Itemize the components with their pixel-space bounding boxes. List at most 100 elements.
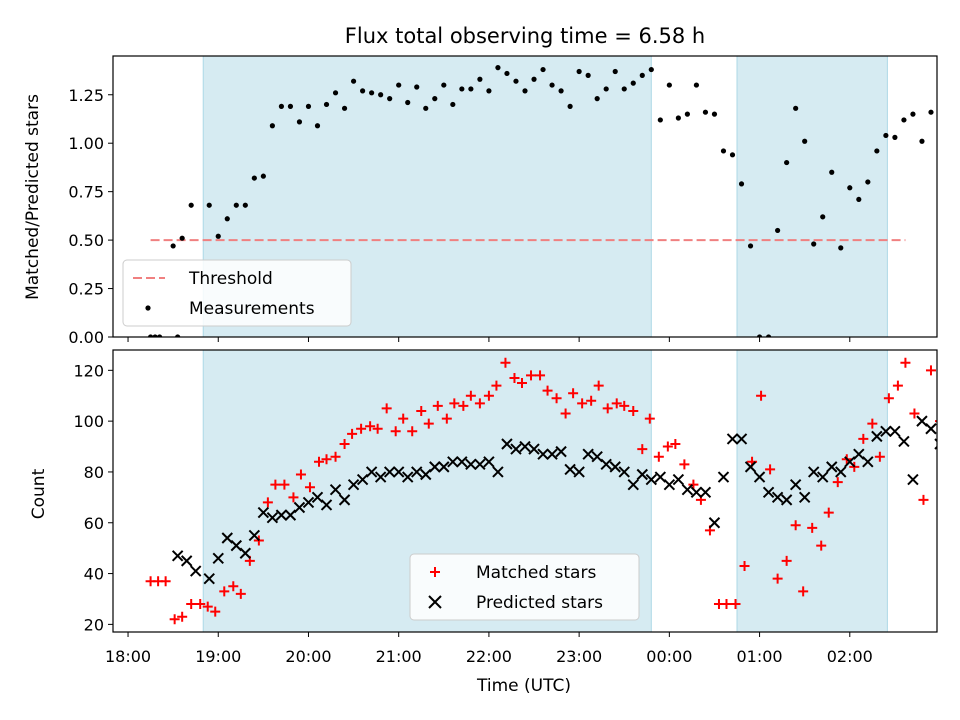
chart-title: Flux total observing time = 6.58 h bbox=[345, 24, 705, 48]
matched-point bbox=[644, 413, 655, 424]
predicted-point bbox=[762, 486, 775, 498]
legend: Threshold Measurements bbox=[122, 259, 352, 327]
matched-point bbox=[832, 477, 843, 488]
matched-point bbox=[295, 469, 306, 480]
matched-point bbox=[347, 428, 358, 439]
measurement-point bbox=[856, 196, 862, 203]
predicted-point bbox=[789, 478, 802, 491]
measurement-point bbox=[432, 96, 438, 102]
predicted-point bbox=[690, 486, 703, 498]
xtick-label: 19:00 bbox=[195, 647, 241, 666]
ytick-label: 1.25 bbox=[68, 86, 104, 105]
measurement-point bbox=[450, 101, 456, 108]
predicted-point bbox=[871, 430, 883, 443]
measurement-point bbox=[928, 109, 934, 115]
measurement-point bbox=[657, 117, 663, 123]
measurement-point bbox=[901, 117, 907, 123]
axes-frame bbox=[112, 55, 938, 338]
predicted-point bbox=[735, 433, 748, 445]
matched-point bbox=[772, 573, 783, 584]
shaded-interval bbox=[736, 349, 888, 633]
measurement-point bbox=[793, 105, 799, 111]
matched-point bbox=[509, 372, 520, 383]
measurement-point bbox=[175, 334, 181, 337]
predicted-point bbox=[546, 448, 558, 460]
measurement-point bbox=[242, 202, 248, 208]
legend-box bbox=[122, 259, 352, 327]
legend-label: Predicted stars bbox=[476, 593, 603, 613]
predicted-point bbox=[699, 486, 712, 498]
xlabel: Time (UTC) bbox=[476, 676, 571, 696]
measurement-point bbox=[693, 82, 700, 88]
predicted-point bbox=[780, 494, 793, 506]
matched-point bbox=[219, 586, 230, 597]
measurement-point bbox=[666, 82, 672, 88]
matched-point bbox=[186, 599, 197, 610]
predicted-point bbox=[636, 468, 648, 481]
predicted-point bbox=[953, 469, 960, 479]
measurement-point bbox=[639, 72, 645, 78]
ytick-label: 1.00 bbox=[68, 134, 104, 153]
measurement-point bbox=[233, 202, 239, 208]
measurement-point bbox=[341, 105, 348, 111]
predicted-point bbox=[465, 458, 477, 471]
matched-point bbox=[407, 426, 418, 437]
predicted-point bbox=[474, 458, 486, 471]
matched-point bbox=[169, 614, 180, 625]
predicted-point bbox=[320, 499, 333, 511]
predicted-point bbox=[672, 473, 685, 486]
measurement-point bbox=[847, 185, 853, 191]
predicted-point bbox=[257, 506, 270, 519]
matched-point bbox=[781, 555, 792, 566]
predicted-point bbox=[510, 443, 522, 455]
measurement-point bbox=[630, 80, 636, 86]
measurement-point bbox=[756, 334, 763, 337]
measurement-point bbox=[468, 86, 474, 92]
axes-frame bbox=[112, 349, 938, 633]
matched-point bbox=[586, 395, 597, 406]
predicted-point bbox=[411, 466, 423, 478]
matched-point bbox=[304, 482, 315, 493]
matched-point bbox=[798, 586, 809, 597]
matched-point bbox=[516, 378, 527, 389]
legend-label: Threshold bbox=[188, 269, 273, 289]
xtick-label: 01:00 bbox=[737, 647, 783, 666]
matched-point bbox=[918, 494, 929, 505]
matched-point bbox=[210, 606, 221, 617]
matched-point bbox=[381, 403, 392, 414]
predicted-point bbox=[429, 461, 441, 473]
predicted-point bbox=[826, 461, 838, 473]
matched-point bbox=[577, 398, 588, 409]
matched-point bbox=[339, 439, 350, 449]
xtick-label: 21:00 bbox=[376, 647, 422, 666]
ytick-label: 100 bbox=[73, 412, 104, 431]
predicted-point bbox=[889, 425, 901, 438]
measurement-point bbox=[802, 138, 808, 144]
predicted-point bbox=[880, 425, 892, 438]
matched-point bbox=[560, 408, 571, 419]
predicted-point bbox=[907, 473, 919, 486]
legend-box bbox=[409, 553, 640, 621]
measurement-point bbox=[260, 173, 266, 179]
matched-point bbox=[823, 507, 834, 518]
matched-point bbox=[900, 357, 911, 368]
measurement-point bbox=[892, 134, 898, 140]
matched-point bbox=[416, 405, 427, 416]
predicted-point bbox=[627, 478, 639, 491]
matched-point bbox=[526, 370, 537, 381]
predicted-point bbox=[645, 473, 658, 486]
measurement-point bbox=[269, 123, 275, 129]
predicted-point bbox=[835, 466, 847, 478]
predicted-point bbox=[338, 494, 351, 506]
matched-point bbox=[952, 401, 960, 411]
predicted-point bbox=[663, 478, 676, 491]
matched-point bbox=[568, 388, 579, 399]
predicted-point bbox=[347, 478, 360, 491]
measurement-point bbox=[585, 72, 591, 78]
predicted-point bbox=[329, 484, 342, 496]
xtick-label: 00:00 bbox=[646, 647, 692, 666]
predicted-point bbox=[189, 565, 202, 577]
measurement-point bbox=[603, 86, 609, 92]
measurement-point bbox=[937, 104, 942, 109]
matched-point bbox=[535, 370, 546, 381]
